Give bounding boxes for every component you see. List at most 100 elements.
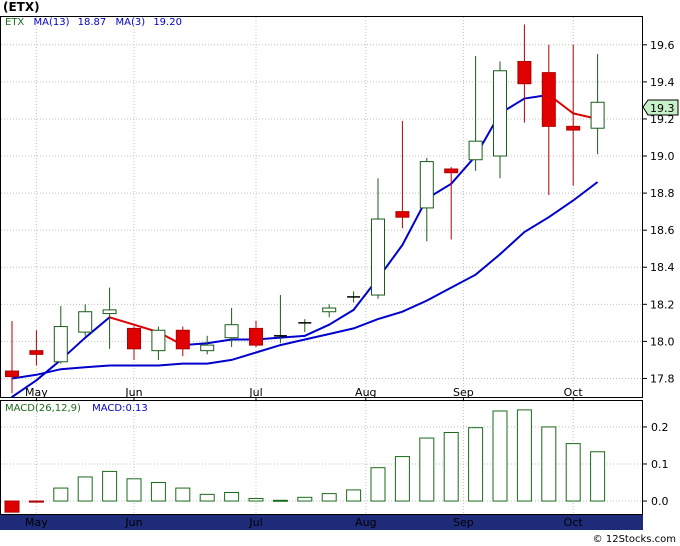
month-label-price: Oct bbox=[564, 386, 584, 399]
candle-body bbox=[5, 370, 19, 378]
macd-bar bbox=[321, 493, 337, 502]
macd-bar bbox=[443, 431, 459, 502]
ma3-segment bbox=[450, 155, 477, 185]
macd-bar bbox=[492, 410, 508, 502]
candle bbox=[541, 44, 556, 195]
legend-ma3-value: 19.20 bbox=[153, 17, 182, 28]
legend-symbol: ETX bbox=[5, 17, 24, 28]
candle bbox=[151, 326, 166, 360]
candle bbox=[468, 55, 483, 171]
last-price-tag: 19.3 bbox=[642, 99, 679, 116]
ma3-segment bbox=[84, 316, 111, 339]
candle-body bbox=[590, 101, 605, 129]
macd-bar bbox=[370, 467, 386, 502]
y-tick-label: 18.2 bbox=[650, 298, 675, 311]
ma3-segment bbox=[279, 334, 306, 339]
month-label-macd: Jul bbox=[248, 516, 262, 529]
ma3-segment bbox=[108, 316, 135, 326]
y-tick-label: 18.0 bbox=[650, 335, 675, 348]
month-label-price: Jul bbox=[248, 386, 262, 399]
credit-text: © 12Stocks.com bbox=[593, 534, 676, 545]
month-label-macd: Aug bbox=[355, 516, 376, 529]
candle-body bbox=[371, 218, 385, 296]
macd-bar bbox=[4, 500, 20, 513]
month-label-price: Jun bbox=[124, 386, 142, 399]
y-tick-label: 18.8 bbox=[650, 187, 675, 200]
macd-bar bbox=[28, 500, 44, 503]
candle bbox=[224, 308, 239, 347]
macd-bar bbox=[150, 482, 166, 502]
y-tick-label: 18.6 bbox=[650, 224, 675, 237]
candle-body bbox=[53, 326, 68, 363]
macd-bar bbox=[297, 496, 313, 502]
macd-bar bbox=[468, 427, 484, 502]
ticker-title: (ETX) bbox=[3, 0, 40, 14]
candles bbox=[5, 24, 605, 394]
month-axis-price: May Jun Jul Aug Sep Oct bbox=[25, 386, 583, 401]
macd-axis: 0.0 0.1 0.2 bbox=[642, 421, 669, 508]
candle-body bbox=[127, 327, 141, 350]
macd-bar bbox=[272, 499, 288, 502]
legend-ma13-value: 18.87 bbox=[78, 17, 107, 28]
macd-bar bbox=[77, 476, 93, 502]
macd-legend: MACD(26,12,9) MACD:0.13 bbox=[5, 403, 148, 414]
macd-bar bbox=[102, 470, 118, 502]
macd-bar bbox=[541, 426, 557, 502]
candle-body bbox=[175, 329, 190, 350]
y-tick-label: 17.8 bbox=[650, 372, 675, 385]
candle-body bbox=[493, 70, 507, 157]
ma13-line bbox=[11, 181, 599, 380]
macd-bar bbox=[565, 443, 581, 502]
macd-grid bbox=[1, 401, 642, 514]
candle bbox=[419, 157, 434, 242]
candle bbox=[127, 326, 141, 360]
candle bbox=[444, 167, 459, 240]
month-band bbox=[0, 515, 643, 530]
candle-body bbox=[224, 324, 239, 339]
ma3-segment bbox=[11, 379, 38, 398]
y-tick-label: 19.2 bbox=[650, 113, 675, 126]
ma3-segment bbox=[303, 323, 331, 337]
candle bbox=[298, 319, 312, 333]
macd-tick-label: 0.2 bbox=[651, 421, 669, 434]
candle-body bbox=[419, 161, 434, 209]
candle-body bbox=[151, 329, 166, 352]
macd-tick-label: 0.0 bbox=[651, 495, 669, 508]
price-panel bbox=[0, 16, 643, 398]
month-label-macd: Oct bbox=[564, 516, 584, 529]
macd-value-label: MACD:0.13 bbox=[92, 403, 148, 414]
macd-bar bbox=[126, 478, 142, 502]
candle bbox=[395, 120, 410, 229]
candle bbox=[273, 295, 287, 344]
macd-bar bbox=[199, 493, 215, 502]
y-tick-label: 19.4 bbox=[650, 76, 675, 89]
month-label-macd: Jun bbox=[124, 516, 142, 529]
candle bbox=[29, 330, 44, 366]
month-axis-macd: May Jun Jul Aug Sep Oct bbox=[25, 516, 583, 529]
macd-label: MACD(26,12,9) bbox=[5, 403, 81, 414]
candle bbox=[175, 326, 190, 357]
moving-averages bbox=[11, 93, 599, 398]
macd-bar bbox=[394, 456, 410, 502]
ma3-segment bbox=[35, 358, 62, 382]
candle-body bbox=[249, 327, 263, 346]
candle bbox=[200, 335, 215, 355]
macd-bar bbox=[516, 409, 532, 502]
candle-body bbox=[78, 311, 93, 333]
candle bbox=[5, 321, 19, 394]
last-price-label: 19.3 bbox=[650, 102, 675, 115]
candle bbox=[517, 24, 532, 123]
month-label-macd: Sep bbox=[453, 516, 474, 529]
macd-bars bbox=[4, 409, 606, 513]
macd-bar bbox=[346, 489, 362, 502]
month-label-price: Sep bbox=[453, 386, 474, 399]
candle bbox=[102, 287, 117, 349]
legend-ma3-label: MA(3) bbox=[115, 17, 145, 28]
candle-body bbox=[200, 344, 215, 352]
price-legend: ETX MA(13) 18.87 MA(3) 19.20 bbox=[5, 17, 182, 28]
candle-body bbox=[517, 60, 532, 85]
candle-body bbox=[468, 140, 483, 161]
macd-bar bbox=[590, 451, 606, 502]
candle bbox=[493, 61, 507, 179]
month-label-price: May bbox=[25, 386, 48, 399]
